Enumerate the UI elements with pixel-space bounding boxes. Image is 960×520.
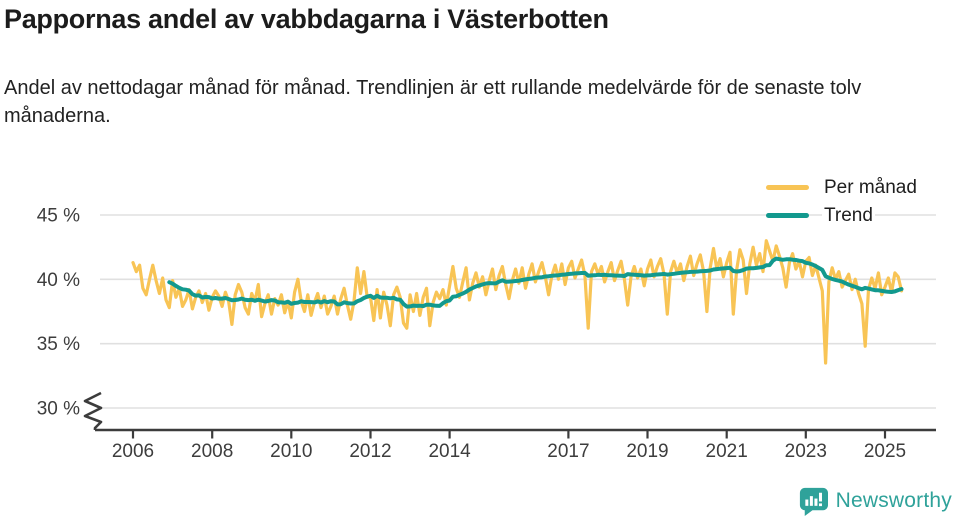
newsworthy-logo: Newsworthy [797,485,952,516]
x-tick-label: 2017 [547,441,589,462]
x-tick-label: 2021 [706,441,748,462]
y-tick-label: 45 % [37,206,80,227]
chart-subtitle: Andel av nettodagar månad för månad. Tre… [4,77,862,127]
x-tick-label: 2019 [626,441,668,462]
legend-label-trend: Trend [822,205,875,227]
x-tick-label: 2014 [428,441,471,462]
legend-swatch-trend [766,213,809,218]
series-trend-line [167,256,904,309]
x-tick-label: 2025 [864,441,906,462]
y-tick-label: 35 % [37,334,80,355]
brand-name: Newsworthy [835,488,952,512]
y-tick-label: 30 % [37,399,80,420]
x-tick-label: 2010 [270,441,312,462]
y-tick-label: 40 % [37,270,80,291]
chart-area: 45 % 40 % 35 % 30 % 2006 2008 2010 2012 2014 2017… [0,160,960,480]
x-tick-label: 2012 [349,441,391,462]
x-tick-label: 2023 [785,441,827,462]
axis-break-icon [83,391,103,430]
page-title: Pappornas andel av vabbdagarna i Västerb… [4,4,609,34]
newsworthy-speech-bubble-bar-chart-icon [799,487,828,516]
x-tick-label: 2006 [112,441,154,462]
x-tick-label: 2008 [191,441,233,462]
legend-label-per-manad: Per månad [822,177,919,199]
line-chart: 45 % 40 % 35 % 30 % 2006 2008 2010 2012 2014 2017… [37,206,936,462]
legend-swatch-per-manad [766,185,809,190]
